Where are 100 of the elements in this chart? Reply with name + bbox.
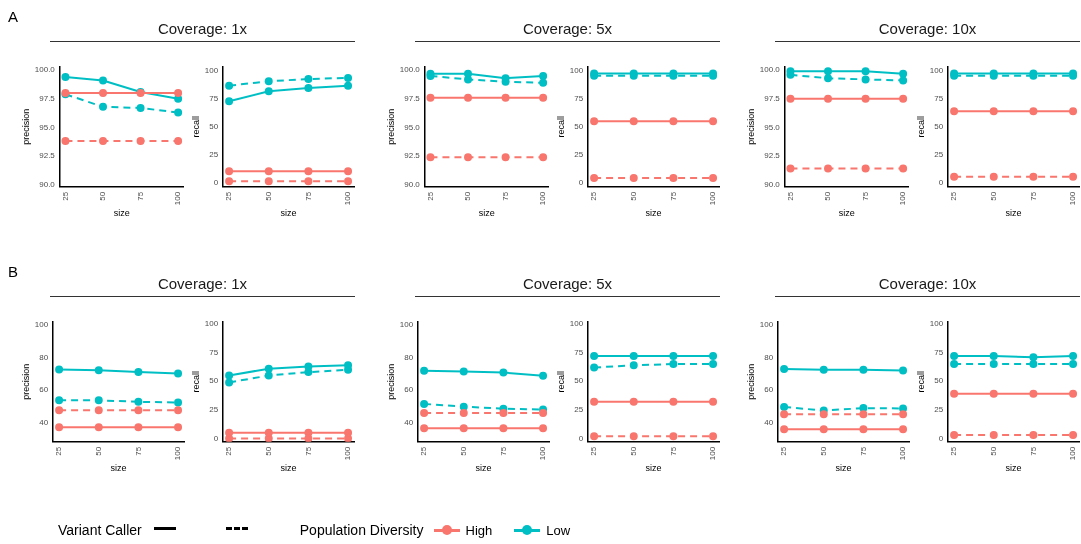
legend-label: High — [465, 522, 493, 538]
x-axis-title: size — [645, 463, 662, 474]
x-tick-label: 50 — [98, 191, 108, 201]
y-tick-label: 80 — [764, 352, 774, 362]
x-tick-label: 100 — [1068, 191, 1078, 206]
chart-title: Coverage: 1x — [50, 275, 355, 297]
x-tick-label: 75 — [135, 191, 145, 201]
y-tick-label: 100 — [569, 319, 584, 329]
y-tick-label: 100.0 — [34, 65, 56, 75]
x-tick-label: 50 — [628, 191, 638, 201]
x-tick-label: 75 — [500, 191, 510, 201]
y-tick-label: 50 — [934, 376, 944, 386]
x-tick-label: 25 — [425, 191, 435, 201]
y-tick-label: 90.0 — [764, 179, 781, 189]
y-axis-title: precision — [20, 363, 31, 400]
y-tick-label: 60 — [404, 385, 414, 395]
x-tick-label: 25 — [949, 191, 959, 201]
y-tick-label: 100 — [204, 66, 219, 76]
x-tick-label: 100 — [343, 446, 353, 461]
y-tick-label: 92.5 — [764, 151, 781, 161]
y-tick-label: 50 — [574, 376, 584, 386]
y-tick-label: 0 — [213, 433, 219, 443]
x-axis-title: size — [835, 463, 852, 474]
x-tick-label: 75 — [668, 446, 678, 456]
text: Variant Caller — [58, 522, 142, 538]
y-tick-label: 0 — [938, 177, 944, 187]
y-axis-title: recall — [915, 116, 926, 138]
x-tick-label: 75 — [668, 191, 678, 201]
y-tick-label: 0 — [213, 177, 219, 187]
y-tick-label: 92.5 — [404, 151, 421, 161]
y-tick-label: 60 — [764, 385, 774, 395]
x-tick-label: 100 — [173, 191, 183, 206]
x-tick-label: 25 — [785, 191, 795, 201]
y-tick-label: 97.5 — [39, 94, 56, 104]
chart-title: Coverage: 5x — [415, 20, 720, 42]
y-tick-label: 80 — [39, 352, 49, 362]
x-tick-label: 25 — [54, 446, 64, 456]
y-tick-label: 75 — [934, 347, 944, 357]
y-tick-label: 40 — [764, 417, 774, 427]
chart-title: Coverage: 10x — [775, 275, 1080, 297]
y-tick-label: 25 — [934, 405, 944, 415]
x-tick-label: 100 — [538, 191, 548, 206]
x-tick-label: 75 — [498, 446, 508, 456]
y-axis-title: precision — [745, 363, 756, 400]
x-axis-title: size — [838, 208, 855, 219]
x-tick-label: 100 — [708, 446, 718, 461]
y-tick-label: 95.0 — [764, 122, 781, 132]
x-tick-label: 100 — [343, 191, 353, 206]
y-tick-label: 75 — [209, 94, 219, 104]
x-axis-title: size — [645, 208, 662, 219]
x-tick-label: 25 — [224, 191, 234, 201]
y-tick-label: 75 — [209, 347, 219, 357]
x-tick-label: 75 — [133, 446, 143, 456]
x-tick-label: 50 — [458, 446, 468, 456]
y-axis-title: precision — [745, 108, 756, 145]
y-tick-label: 100 — [34, 320, 49, 330]
y-tick-label: 92.5 — [39, 151, 56, 161]
x-tick-label: 25 — [224, 446, 234, 456]
text: B — [8, 263, 19, 280]
x-tick-label: 75 — [303, 191, 313, 201]
y-tick-label: 0 — [578, 433, 584, 443]
y-tick-label: 100.0 — [399, 65, 421, 75]
y-tick-label: 25 — [574, 149, 584, 159]
x-axis-title: size — [280, 208, 297, 219]
x-tick-label: 50 — [823, 191, 833, 201]
legend-title: Population Diversity — [299, 522, 424, 538]
y-axis-title: precision — [385, 363, 396, 400]
y-axis-title: precision — [385, 108, 396, 145]
chart-title: Coverage: 1x — [50, 20, 355, 42]
y-tick-label: 95.0 — [39, 122, 56, 132]
x-tick-label: 75 — [1028, 446, 1038, 456]
chart-title: Coverage: 10x — [775, 20, 1080, 42]
y-tick-label: 75 — [574, 347, 584, 357]
x-tick-label: 75 — [860, 191, 870, 201]
y-tick-label: 100 — [759, 320, 774, 330]
x-tick-label: 50 — [463, 191, 473, 201]
x-tick-label: 100 — [538, 446, 548, 461]
y-tick-label: 97.5 — [404, 94, 421, 104]
y-tick-label: 100 — [929, 66, 944, 76]
y-tick-label: 97.5 — [764, 94, 781, 104]
x-tick-label: 25 — [949, 446, 959, 456]
y-tick-label: 100 — [569, 66, 584, 76]
y-tick-label: 80 — [404, 352, 414, 362]
y-tick-label: 40 — [404, 417, 414, 427]
x-tick-label: 50 — [988, 446, 998, 456]
x-tick-label: 25 — [60, 191, 70, 201]
x-tick-label: 75 — [858, 446, 868, 456]
y-tick-label: 50 — [574, 122, 584, 132]
y-tick-label: 100 — [929, 319, 944, 329]
y-axis-title: recall — [190, 116, 201, 138]
y-tick-label: 25 — [209, 405, 219, 415]
y-axis-title: recall — [915, 371, 926, 393]
y-tick-label: 60 — [39, 385, 49, 395]
y-tick-label: 75 — [934, 94, 944, 104]
x-tick-label: 100 — [898, 446, 908, 461]
chart-title: Coverage: 5x — [415, 275, 720, 297]
x-tick-label: 100 — [898, 191, 908, 206]
y-tick-label: 90.0 — [404, 179, 421, 189]
y-tick-label: 25 — [209, 149, 219, 159]
x-tick-label: 25 — [419, 446, 429, 456]
